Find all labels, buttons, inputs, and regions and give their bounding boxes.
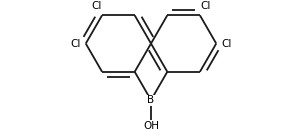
Text: Cl: Cl xyxy=(200,1,210,11)
Text: Cl: Cl xyxy=(222,39,232,49)
Text: Cl: Cl xyxy=(70,39,80,49)
Text: OH: OH xyxy=(143,121,159,131)
Text: B: B xyxy=(147,95,155,105)
Text: Cl: Cl xyxy=(92,1,102,11)
